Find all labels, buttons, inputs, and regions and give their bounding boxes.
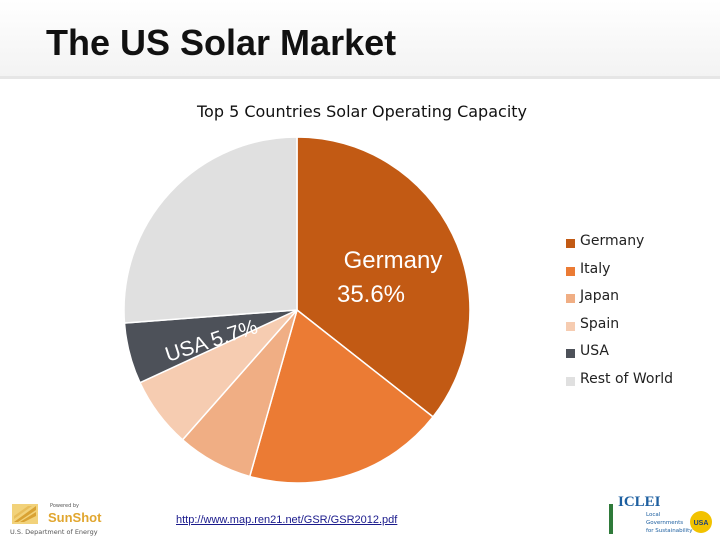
legend-label-rest-of-world: Rest of World bbox=[580, 370, 674, 387]
source-link[interactable]: http://www.map.ren21.net/GSR/GSR2012.pdf bbox=[176, 514, 398, 526]
legend-swatch-usa bbox=[566, 349, 575, 359]
iclei-badge: USA bbox=[694, 520, 709, 527]
iclei-name: ICLEI bbox=[618, 494, 661, 510]
iclei-logo: ICLEI Local Governments for Sustainabili… bbox=[609, 494, 712, 534]
legend-label-japan: Japan bbox=[580, 288, 620, 305]
legend-label-germany: Germany bbox=[580, 233, 645, 249]
iclei-line-2: Governments bbox=[646, 520, 683, 526]
legend-label-usa: USA bbox=[580, 343, 609, 360]
legend-swatch-italy bbox=[566, 266, 575, 276]
chart-title: Top 5 Countries Solar Operating Capacity bbox=[196, 102, 527, 121]
legend-swatch-spain bbox=[566, 321, 575, 331]
data-label-germany-value: 35.6% bbox=[337, 281, 405, 308]
title-bar bbox=[0, 0, 720, 79]
data-label-germany-name: Germany bbox=[344, 247, 443, 274]
sunshot-name: SunShot bbox=[48, 510, 102, 525]
pie-slice-rest-of-world bbox=[123, 136, 298, 324]
slide-title: The US Solar Market bbox=[46, 22, 397, 63]
sun-rays-icon bbox=[12, 504, 38, 524]
pie-slice-germany bbox=[296, 136, 471, 418]
usa-badge-icon bbox=[690, 511, 712, 533]
pie-slice-italy bbox=[248, 308, 435, 484]
iclei-bar-icon bbox=[609, 504, 613, 534]
legend-label-spain: Spain bbox=[580, 315, 620, 332]
sunshot-logo: Powered by SunShot U.S. Department of En… bbox=[10, 503, 102, 536]
legend-swatch-rest-of-world bbox=[566, 376, 575, 386]
sunshot-powered-by: Powered by bbox=[50, 503, 79, 509]
legend-swatch-germany bbox=[566, 239, 575, 248]
iclei-line-3: for Sustainability bbox=[646, 528, 693, 534]
iclei-line-1: Local bbox=[646, 512, 661, 518]
legend-swatch-japan bbox=[566, 294, 575, 304]
sunshot-department: U.S. Department of Energy bbox=[10, 528, 98, 536]
legend-label-italy: Italy bbox=[580, 260, 611, 277]
